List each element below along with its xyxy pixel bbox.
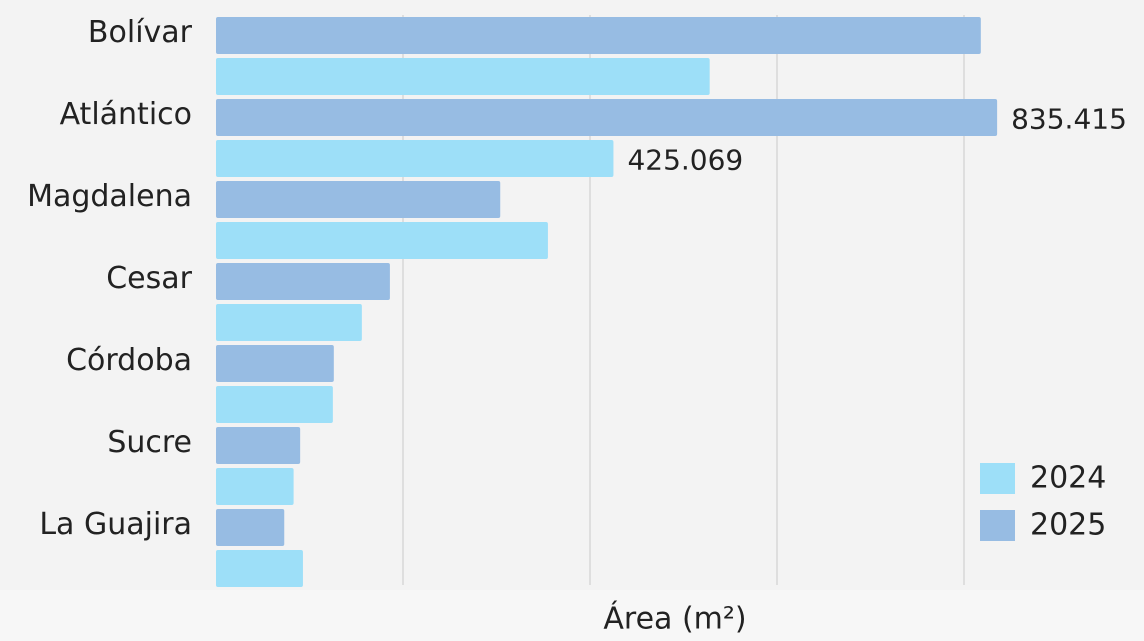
data-label: 425.069 [627,144,743,177]
legend-label: 2024 [1030,461,1106,496]
bar [216,550,303,587]
bar [216,304,362,341]
data-label: 835.415 [1011,103,1127,136]
legend-swatch [980,510,1015,541]
y-tick-label: Sucre [107,425,192,460]
y-tick-label: Cesar [106,261,192,296]
y-tick-label: Córdoba [66,343,192,378]
bar [216,386,333,423]
bar [216,468,294,505]
bar [216,181,501,218]
legend-label: 2025 [1030,508,1106,543]
bar [216,140,614,177]
legend-swatch [980,463,1015,494]
bar [216,58,710,95]
x-axis-title: Área (m²) [603,601,746,637]
y-tick-label: Bolívar [88,15,193,50]
bar [216,345,334,382]
y-tick-label: Atlántico [60,97,192,132]
axis-area [0,590,1144,641]
bar [216,263,390,300]
y-tick-label: La Guajira [39,507,192,542]
bar [216,509,285,546]
bar [216,99,998,136]
bar [216,222,548,259]
bar [216,427,301,464]
bar [216,17,981,54]
y-tick-label: Magdalena [27,179,192,214]
